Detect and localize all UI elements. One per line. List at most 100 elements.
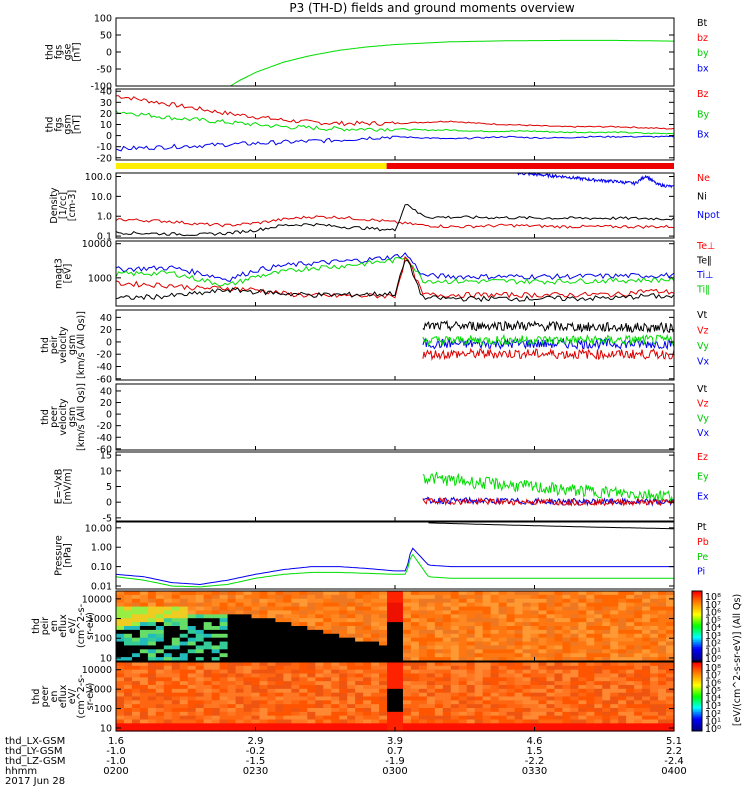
panel-peir-eflux-cell — [379, 653, 388, 658]
panel-peer-eflux-cell — [315, 711, 324, 717]
panel-peir-eflux-cell — [466, 629, 476, 635]
panel-peer-eflux-cell — [299, 719, 308, 724]
panel-peer-eflux-cell — [275, 665, 284, 671]
panel-peir-eflux-cell — [482, 633, 492, 639]
colorbar-1-band — [692, 643, 702, 646]
panel-peir-eflux-cell — [235, 649, 245, 654]
panel-peer-eflux-cell — [514, 715, 524, 721]
panel-peer-eflux-cell — [139, 696, 149, 701]
panel-peer-eflux-cell — [251, 708, 261, 713]
panel-peir-eflux-ylabel: en — [49, 620, 60, 632]
panel-peir-eflux-cell — [363, 594, 372, 600]
panel-peer-eflux-cell — [339, 665, 348, 671]
panel-peer-eflux-cell — [666, 681, 675, 686]
panel-peer-eflux-cell — [203, 662, 213, 667]
panel-peir-eflux-cell — [227, 614, 237, 619]
panel-peer-eflux-cell — [482, 727, 492, 732]
panel-peir-eflux-cell — [466, 645, 476, 650]
panel-peir-eflux-cell — [466, 626, 476, 631]
panel-peir-eflux-cell — [147, 618, 157, 623]
panel-peir-eflux-cell — [355, 618, 364, 623]
colorbar-2-band — [692, 701, 702, 704]
panel-peir-eflux-cell — [267, 614, 277, 619]
panel-peir-eflux-cell — [626, 598, 635, 604]
panel-peir-eflux-cell — [123, 602, 133, 608]
panel-peer-velocity-frame — [115, 383, 675, 451]
panel-peer-eflux-cell — [395, 673, 404, 678]
panel-peer-eflux-cell — [179, 711, 189, 717]
panel-density-legend-ni: Ni — [697, 192, 707, 203]
panel-peir-eflux-cell — [610, 606, 619, 612]
panel-peir-eflux-cell — [259, 629, 269, 635]
panel-peir-eflux — [115, 590, 675, 662]
panel-peir-eflux-cell — [171, 622, 181, 627]
panel-peir-eflux-cell — [339, 645, 348, 650]
panel-peer-eflux-cell — [626, 700, 635, 705]
panel-peer-eflux-cell — [283, 685, 292, 690]
panel-peer-eflux-cell — [530, 665, 540, 671]
panel-peer-eflux-cell — [402, 711, 412, 717]
panel-peir-eflux-cell — [211, 649, 221, 654]
panel-peer-eflux — [115, 661, 675, 732]
panel-peir-eflux-cell — [626, 591, 635, 596]
panel-peir-eflux-cell — [275, 602, 284, 608]
panel-peer-eflux-cell — [179, 715, 189, 721]
panel-peir-eflux-cell — [586, 637, 595, 643]
panel-peir-eflux-cell — [363, 591, 372, 596]
panel-peir-eflux-cell — [155, 614, 165, 619]
panel-peer-eflux-cell — [219, 696, 229, 701]
panel-peir-eflux-cell — [179, 622, 189, 627]
panel-peir-eflux-cell — [426, 622, 436, 627]
panel-peir-eflux-cell — [275, 606, 284, 612]
panel-peir-eflux-cell — [363, 641, 372, 647]
panel-peir-eflux-cell — [299, 641, 308, 647]
panel-peir-eflux-cell — [546, 610, 556, 615]
panel-peer-eflux-cell — [211, 673, 221, 678]
panel-peer-eflux-cell — [395, 700, 404, 705]
panel-peer-eflux-cell — [395, 723, 404, 728]
panel-peir-eflux-cell — [179, 598, 189, 604]
panel-peer-eflux-cell — [347, 719, 356, 724]
panel-peir-eflux-cell — [442, 610, 452, 615]
panel-peir-eflux-cell — [227, 606, 237, 612]
panel-peir-eflux-cell — [570, 637, 579, 643]
panel-peir-eflux-cell — [195, 598, 205, 604]
panel-peir-eflux-cell — [155, 653, 165, 658]
panel-peer-eflux-cell — [116, 711, 125, 717]
panel-peer-eflux-cell — [323, 677, 332, 682]
colorbar-2-tick-label: 10⁰ — [705, 724, 721, 735]
colorbar-2-band — [692, 665, 702, 668]
panel-peer-eflux-cell — [650, 704, 659, 709]
panel-peer-eflux-cell — [211, 700, 221, 705]
panel-peer-eflux-cell — [466, 688, 476, 694]
panel-peer-eflux-cell — [434, 711, 444, 717]
panel-peir-eflux-cell — [339, 626, 348, 631]
colorbar-1-band — [692, 638, 702, 641]
panel-peer-eflux-cell — [315, 685, 324, 690]
panel-peer-eflux-cell — [490, 704, 500, 709]
panel-peer-eflux-cell — [522, 727, 532, 732]
panel-peer-eflux-cell — [147, 708, 157, 713]
panel-peer-eflux-cell — [634, 681, 643, 686]
panel-peir-eflux-cell — [610, 591, 619, 596]
panel-peir-eflux-cell — [123, 626, 133, 631]
panel-peir-eflux-cell — [658, 633, 667, 639]
panel-peir-eflux-cell — [562, 649, 571, 654]
panel-peer-eflux-cell — [363, 662, 372, 667]
panel-peir-eflux-cell — [171, 614, 181, 619]
panel-peir-eflux-cell — [602, 626, 611, 631]
panel-peir-eflux-cell — [594, 622, 603, 627]
panel-pressure — [115, 521, 675, 590]
panel-peir-eflux-cell — [650, 602, 659, 608]
panel-peer-eflux-cell — [474, 681, 484, 686]
panel-peer-eflux-cell — [155, 723, 165, 728]
panel-peer-eflux-cell — [315, 662, 324, 667]
panel-fgs-bxyz-gsm-ylabel: [nT] — [72, 115, 83, 134]
panel-peir-eflux-cell — [147, 622, 157, 627]
panel-peir-eflux-cell — [235, 594, 245, 600]
panel-peer-eflux-cell — [116, 700, 125, 705]
panel-peir-eflux-cell — [546, 622, 556, 627]
xaxis-tick-label: -1.9 — [385, 756, 405, 767]
panel-peir-eflux-cell — [171, 657, 181, 662]
panel-peir-eflux-cell — [323, 653, 332, 658]
